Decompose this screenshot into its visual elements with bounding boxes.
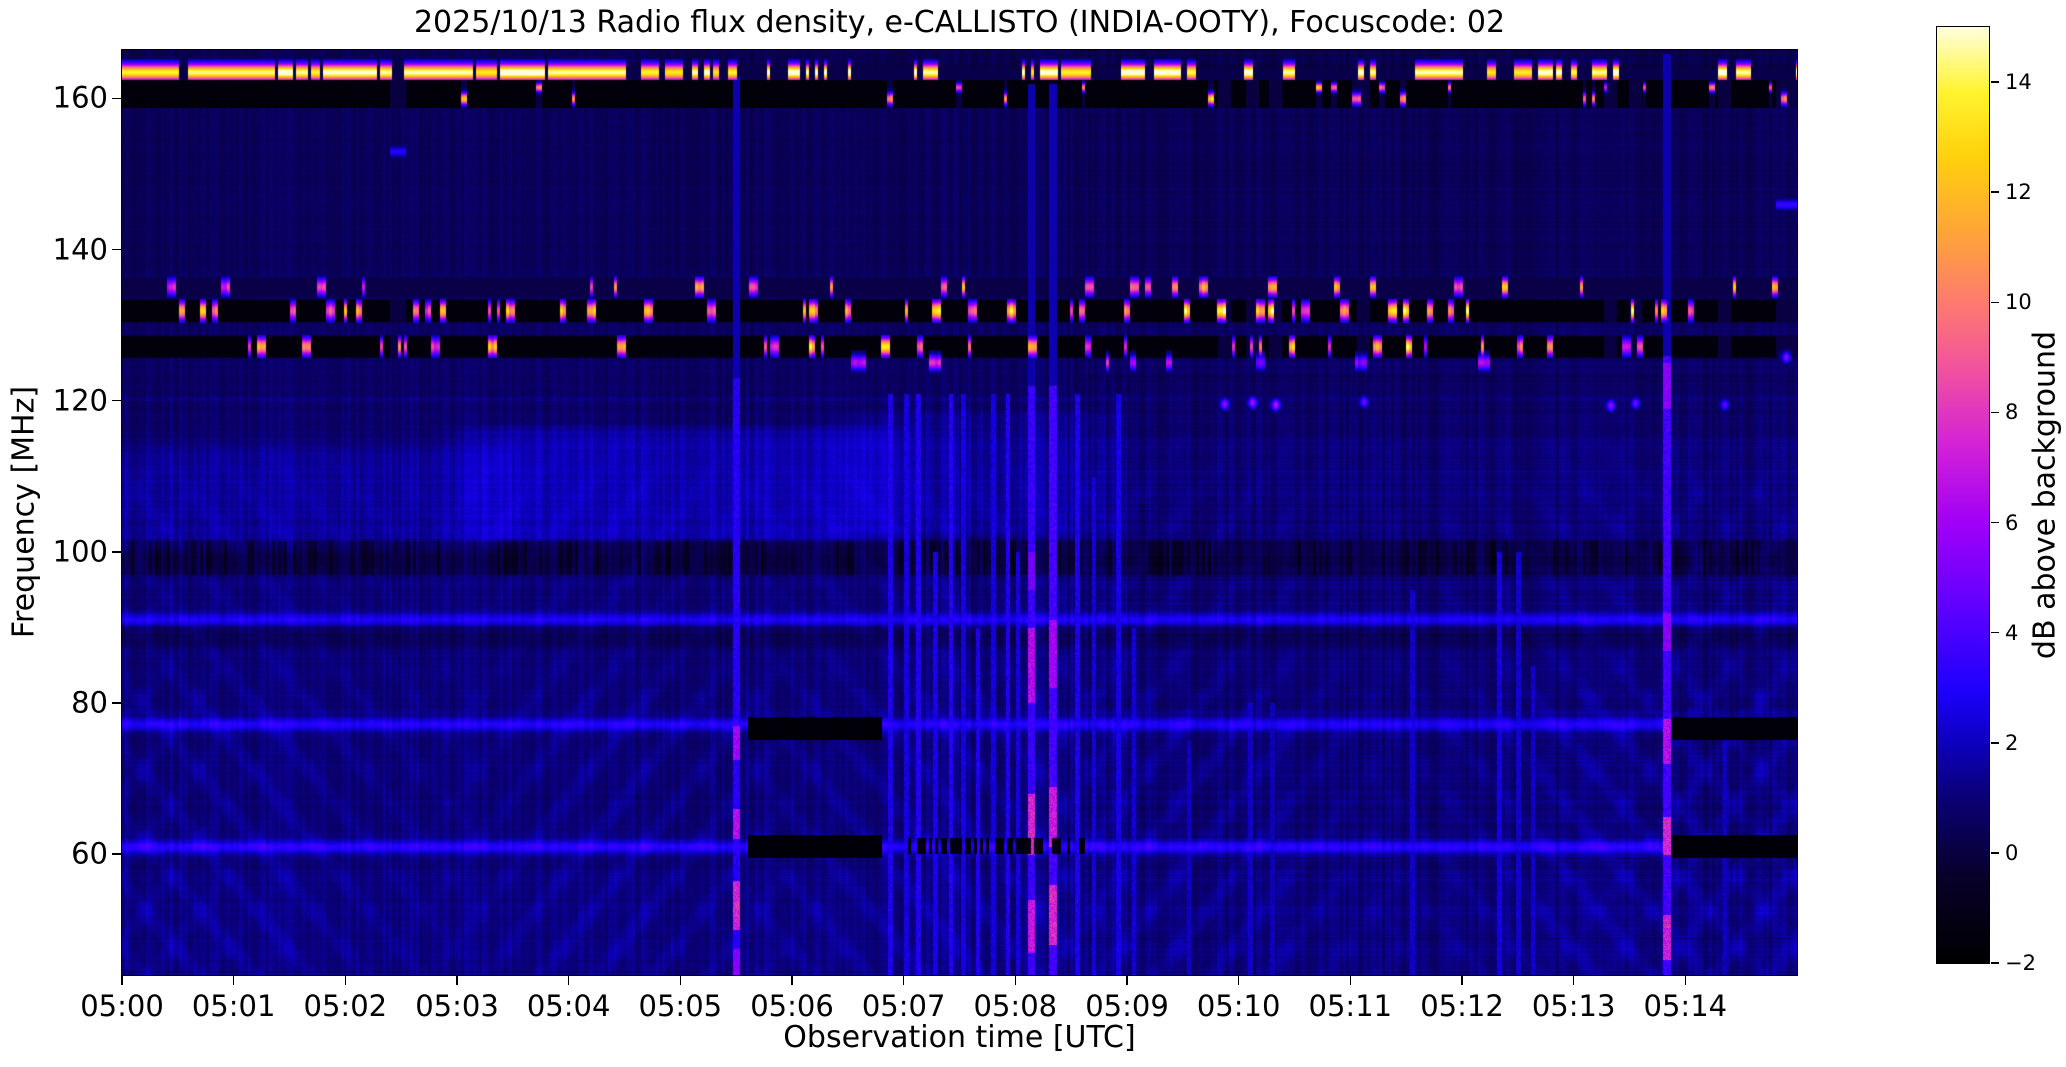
colorbar-tick-mark — [1991, 631, 1999, 634]
colorbar-tick-label: 6 — [2005, 510, 2019, 535]
colorbar-tick-label: 12 — [2005, 180, 2032, 205]
x-tick-label: 05:05 — [638, 989, 723, 1023]
colorbar-tick-label: −2 — [2005, 951, 2036, 975]
y-tick-label: 60 — [71, 836, 108, 871]
y-tick-label: 80 — [71, 685, 108, 720]
y-tick-mark — [112, 551, 121, 553]
x-tick-mark — [791, 976, 793, 985]
x-tick-label: 05:12 — [1420, 989, 1504, 1023]
x-tick-mark — [1349, 976, 1352, 985]
x-tick-mark — [1572, 976, 1575, 985]
x-tick-mark — [902, 976, 905, 985]
y-tick-label: 140 — [52, 231, 108, 266]
y-tick-label: 100 — [52, 534, 108, 569]
x-tick-mark — [456, 976, 458, 985]
x-tick-label: 05:10 — [1196, 989, 1281, 1023]
x-tick-label: 05:14 — [1643, 989, 1728, 1023]
y-tick-label: 120 — [52, 382, 108, 417]
x-tick-mark — [121, 976, 123, 985]
colorbar-tick-mark — [1991, 962, 1999, 964]
colorbar-tick-label: 0 — [2005, 840, 2019, 865]
spectrogram-canvas — [120, 48, 1798, 976]
colorbar-tick-mark — [1991, 742, 1999, 744]
colorbar-tick-label: 2 — [2005, 730, 2019, 755]
colorbar-tick-label: 10 — [2005, 290, 2032, 315]
y-tick-mark — [112, 399, 121, 402]
x-axis-label: Observation time [UTC] — [783, 1020, 1136, 1055]
y-tick-mark — [112, 248, 121, 251]
x-tick-mark — [679, 976, 682, 985]
x-tick-label: 05:07 — [861, 989, 946, 1023]
y-tick-mark — [112, 97, 121, 100]
y-axis-label: Frequency [MHz] — [6, 385, 42, 639]
x-tick-mark — [1014, 976, 1017, 985]
y-tick-label: 160 — [52, 80, 108, 115]
colorbar-tick-mark — [1991, 81, 1999, 83]
x-tick-label: 05:01 — [191, 989, 276, 1023]
x-tick-mark — [1237, 976, 1240, 985]
colorbar-tick-label: 4 — [2005, 620, 2019, 645]
x-tick-label: 05:11 — [1308, 989, 1393, 1023]
x-tick-label: 05:09 — [1085, 989, 1169, 1023]
colorbar-canvas — [1935, 25, 1990, 964]
x-tick-label: 05:04 — [526, 989, 611, 1023]
x-tick-mark — [1684, 976, 1687, 985]
x-tick-mark — [1461, 976, 1463, 985]
x-tick-label: 05:08 — [973, 989, 1058, 1023]
y-tick-mark — [112, 853, 121, 855]
x-tick-mark — [232, 976, 235, 985]
spectrogram-frame — [120, 48, 1798, 976]
colorbar-tick-mark — [1991, 521, 1999, 524]
colorbar-frame — [1935, 25, 1990, 964]
x-tick-label: 05:03 — [415, 989, 499, 1023]
x-tick-label: 05:00 — [80, 989, 164, 1023]
colorbar-tick-mark — [1991, 301, 1999, 304]
x-tick-mark — [567, 976, 570, 985]
colorbar-tick-mark — [1991, 411, 1999, 414]
x-tick-label: 05:13 — [1531, 989, 1616, 1023]
x-tick-label: 05:06 — [750, 989, 834, 1023]
colorbar-tick-label: 8 — [2005, 400, 2019, 425]
plot-title: 2025/10/13 Radio flux density, e-CALLIST… — [413, 5, 1506, 40]
x-tick-mark — [1126, 976, 1128, 985]
x-tick-mark — [344, 976, 347, 985]
x-tick-label: 05:02 — [303, 989, 388, 1023]
colorbar-tick-mark — [1991, 852, 1999, 854]
colorbar-tick-mark — [1991, 191, 1999, 193]
colorbar-label: dB above background — [2027, 330, 2063, 660]
colorbar-tick-label: 14 — [2005, 70, 2032, 95]
y-tick-mark — [112, 702, 121, 704]
